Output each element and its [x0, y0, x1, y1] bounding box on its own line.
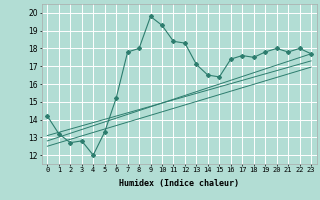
- X-axis label: Humidex (Indice chaleur): Humidex (Indice chaleur): [119, 179, 239, 188]
